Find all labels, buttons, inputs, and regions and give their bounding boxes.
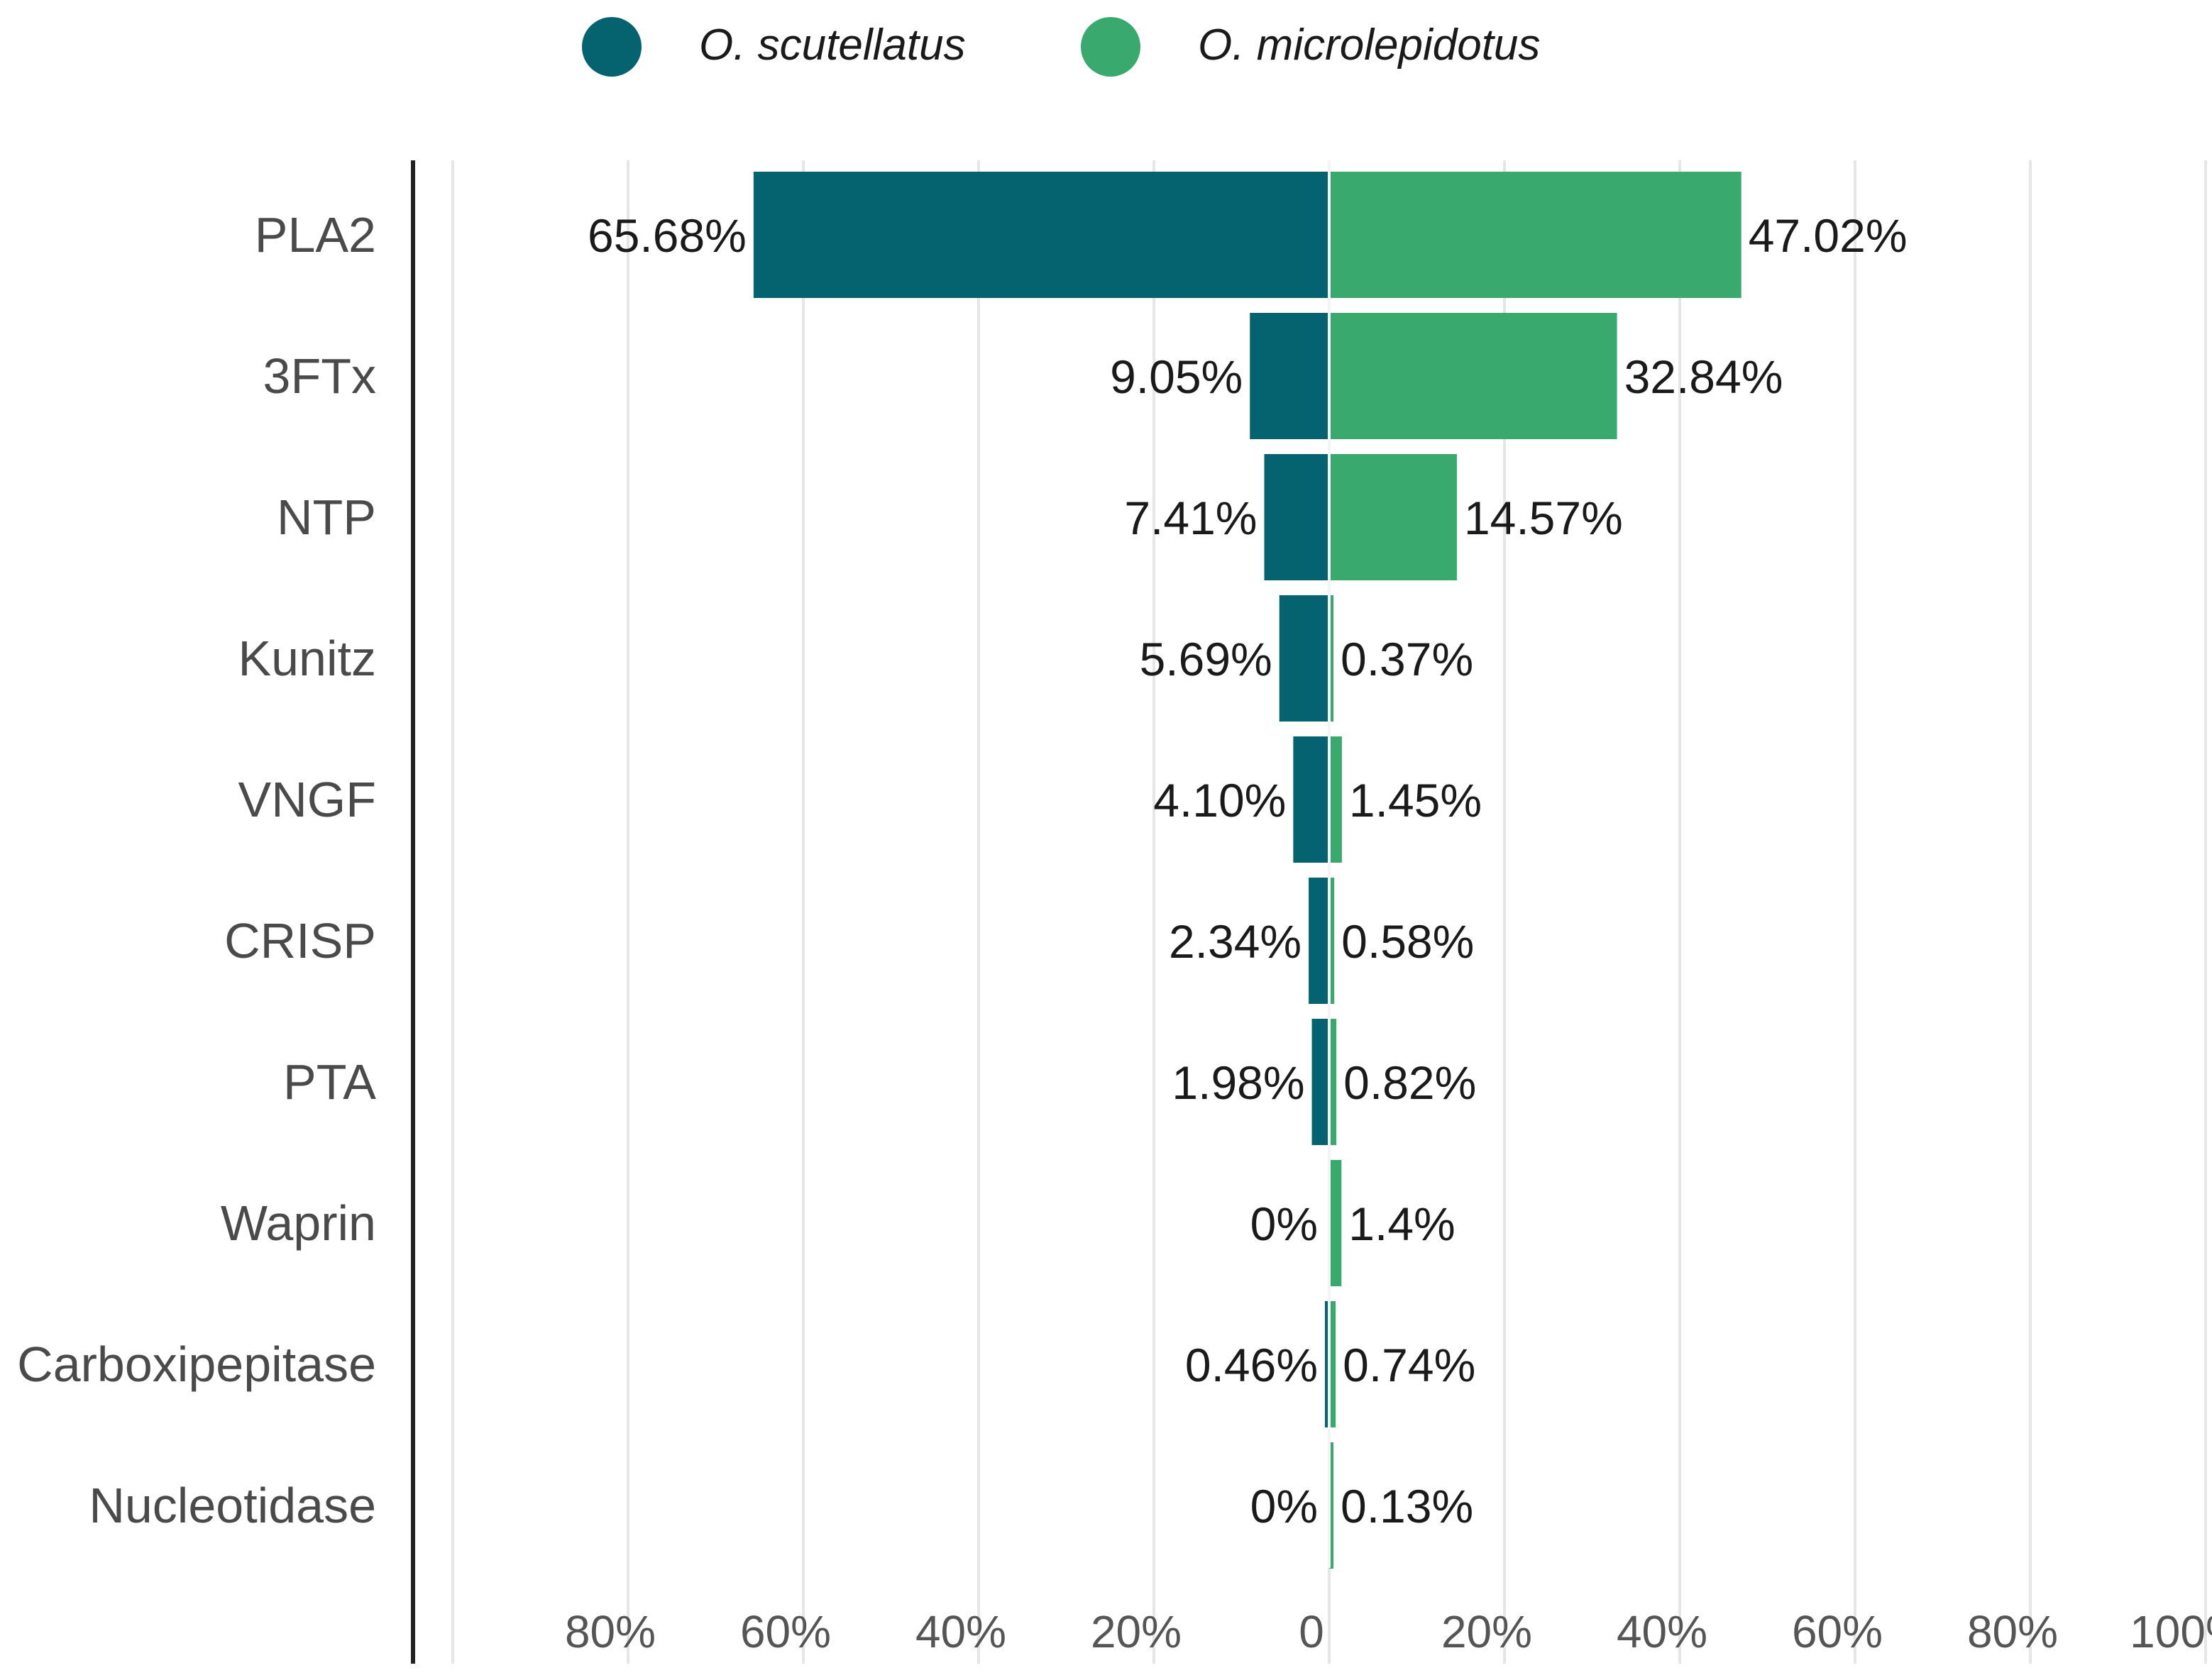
category-label: 3FTx: [263, 348, 376, 404]
bar-o-scutellatus: [1264, 454, 1329, 580]
data-label-o-scutellatus: 2.34%: [1169, 915, 1302, 968]
bars-layer: [753, 172, 1741, 1569]
data-label-o-microlepidotus: 0.37%: [1341, 633, 1473, 685]
bar-o-scutellatus: [1325, 1301, 1329, 1427]
data-label-o-microlepidotus: 1.45%: [1349, 774, 1482, 827]
data-label-o-microlepidotus: 1.4%: [1348, 1198, 1455, 1250]
category-label: Waprin: [221, 1195, 376, 1251]
bar-o-microlepidotus: [1329, 1019, 1337, 1145]
data-label-o-scutellatus: 4.10%: [1153, 774, 1286, 827]
category-label: Nucleotidase: [89, 1478, 376, 1533]
data-label-o-scutellatus: 5.69%: [1140, 633, 1272, 685]
data-label-o-scutellatus: 1.98%: [1172, 1056, 1304, 1109]
x-tick-label: 80%: [565, 1606, 656, 1657]
category-label: PTA: [283, 1054, 376, 1110]
data-label-o-scutellatus: 0.46%: [1185, 1339, 1318, 1391]
category-label: CRISP: [224, 913, 376, 968]
bar-o-scutellatus: [1250, 313, 1329, 439]
data-label-o-microlepidotus: 0.74%: [1343, 1339, 1475, 1391]
x-tick-label: 20%: [1091, 1606, 1182, 1657]
bar-o-microlepidotus: [1329, 1160, 1342, 1286]
legend-label: O. microlepidotus: [1198, 21, 1540, 70]
legend-label: O. scutellatus: [699, 21, 966, 70]
data-label-o-scutellatus: 65.68%: [588, 209, 747, 262]
x-tick-label: 80%: [1967, 1606, 2058, 1657]
data-label-o-microlepidotus: 0.13%: [1341, 1480, 1473, 1532]
x-tick-label: 0: [1299, 1606, 1324, 1657]
x-axis-ticks: 80% 60% 40% 20% 0 20% 40% 60% 80% 100%: [565, 1606, 2212, 1657]
data-label-o-microlepidotus: 47.02%: [1749, 209, 1908, 262]
x-tick-label: 40%: [915, 1606, 1006, 1657]
legend: O. scutellatus O. microlepidotus: [582, 17, 1540, 77]
data-label-o-microlepidotus: 0.58%: [1341, 915, 1474, 968]
legend-marker: [1081, 17, 1140, 77]
category-label: PLA2: [255, 207, 376, 262]
bar-o-scutellatus: [753, 172, 1329, 298]
x-tick-label: 60%: [1792, 1606, 1883, 1657]
category-label: VNGF: [238, 772, 376, 827]
x-tick-label: 60%: [740, 1606, 831, 1657]
bar-o-scutellatus: [1309, 878, 1329, 1004]
labels-layer: PLA2 65.68% 47.02% 3FTx 9.05% 32.84% NTP 7.41% 1…: [17, 207, 1907, 1533]
data-label-o-microlepidotus: 0.82%: [1343, 1056, 1476, 1109]
bar-o-microlepidotus: [1329, 595, 1333, 722]
category-label: Carboxipepitase: [17, 1337, 376, 1392]
bar-o-microlepidotus: [1329, 313, 1617, 439]
bar-o-microlepidotus: [1329, 736, 1342, 863]
bar-o-microlepidotus: [1329, 878, 1335, 1004]
x-tick-label: 100%: [2130, 1606, 2212, 1657]
data-label-o-scutellatus: 7.41%: [1124, 492, 1257, 544]
bar-o-microlepidotus: [1329, 172, 1741, 298]
bar-o-microlepidotus: [1329, 454, 1457, 580]
bar-o-microlepidotus: [1329, 1301, 1336, 1427]
bar-o-scutellatus: [1311, 1019, 1329, 1145]
bar-o-scutellatus: [1293, 736, 1329, 863]
data-label-o-microlepidotus: 14.57%: [1464, 492, 1623, 544]
data-label-o-scutellatus: 9.05%: [1110, 350, 1243, 403]
data-label-o-scutellatus: 0%: [1250, 1198, 1318, 1250]
bar-o-microlepidotus: [1329, 1442, 1333, 1569]
legend-marker: [582, 17, 642, 77]
bar-o-scutellatus: [1279, 595, 1329, 722]
category-label: NTP: [277, 490, 376, 545]
data-label-o-microlepidotus: 32.84%: [1624, 350, 1783, 403]
x-tick-label: 40%: [1617, 1606, 1707, 1657]
x-tick-label: 20%: [1441, 1606, 1532, 1657]
category-label: Kunitz: [238, 631, 376, 686]
data-label-o-scutellatus: 0%: [1250, 1480, 1318, 1532]
